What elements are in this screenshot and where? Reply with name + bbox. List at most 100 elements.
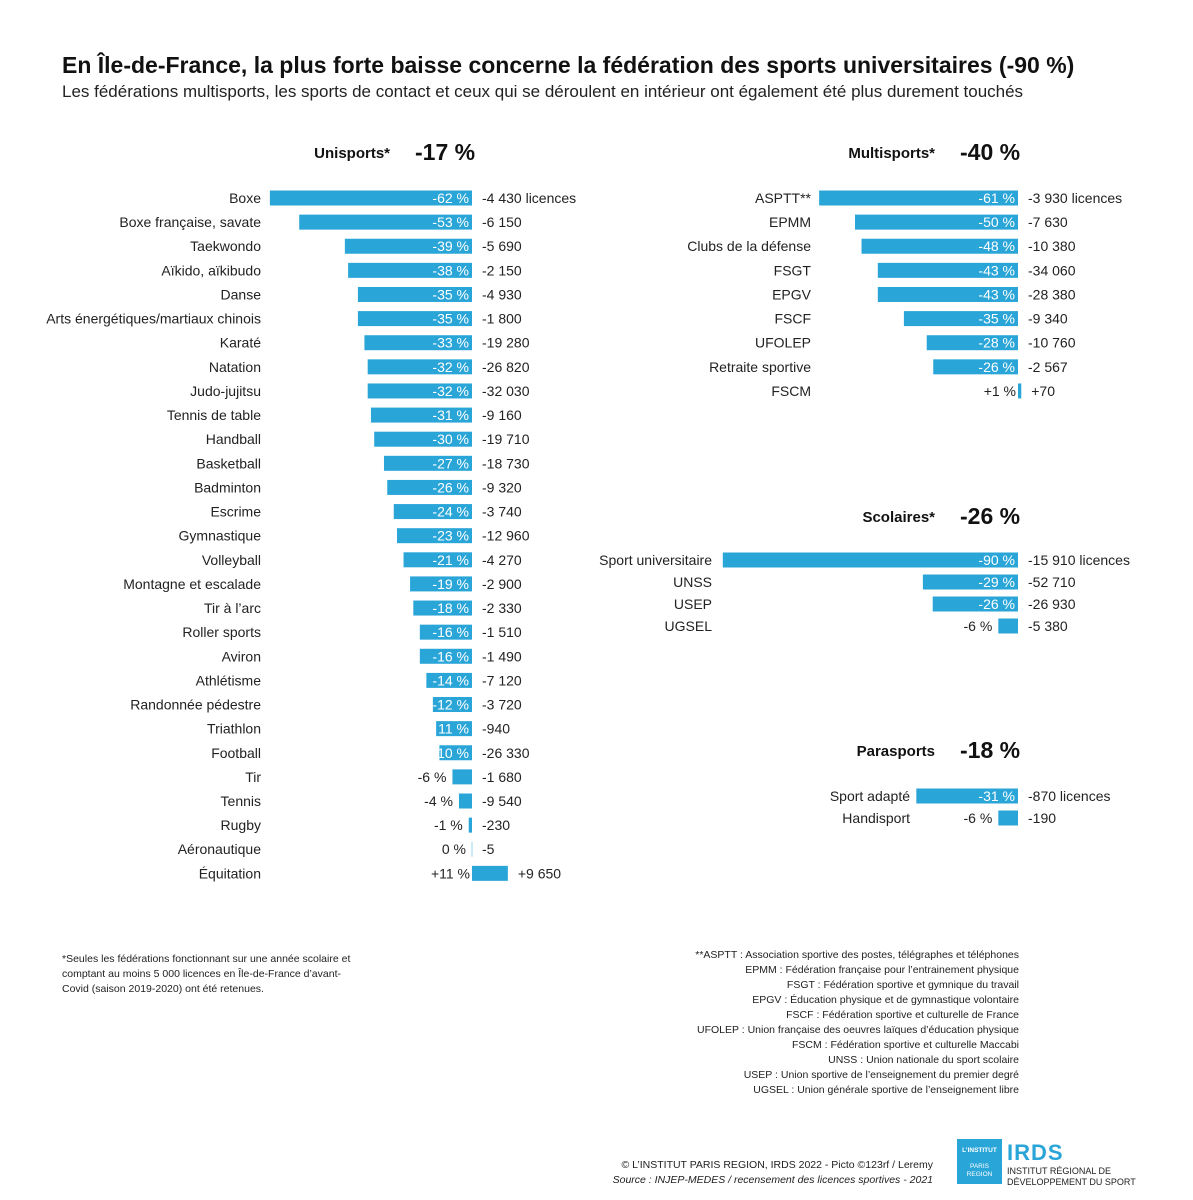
parasports-pct-label: -31 %: [978, 788, 1015, 804]
scolaires-licences-label: -52 710: [1028, 574, 1076, 590]
unisports-licences-label: -1 490: [482, 648, 522, 664]
abbrev-line: FSCF : Fédération sportive et culturelle…: [786, 1009, 1019, 1021]
irds-tagline: INSTITUT RÉGIONAL DE DÉVELOPPEMENT DU SP…: [1007, 1166, 1136, 1187]
unisports-pct-label: -33 %: [432, 335, 469, 351]
logo-box-line2: PARIS REGION: [966, 1163, 993, 1178]
unisports-bar: [269, 190, 472, 206]
unisports-pct-label: -35 %: [432, 286, 469, 302]
unisports-licences-label: -9 160: [482, 407, 522, 423]
unisports-licences-label: -1 680: [482, 769, 522, 785]
multisports-bar: [861, 238, 1018, 254]
unisports-pct-label: -32 %: [432, 359, 469, 375]
unisports-bar: [383, 455, 472, 471]
multisports-licences-label: -10 760: [1028, 335, 1076, 351]
unisports-licences-label: -2 150: [482, 262, 522, 278]
unisports-total-change: -17 %: [415, 139, 475, 165]
unisports-category-label: Triathlon: [207, 721, 261, 737]
parasports-bar: [998, 810, 1018, 826]
multisports-licences-label: -9 340: [1028, 311, 1068, 327]
source-text: Source : INJEP-MEDES / recensement des l…: [612, 1174, 933, 1186]
multisports-bar: [926, 335, 1018, 351]
multisports-category-label: FSGT: [774, 262, 812, 278]
unisports-licences-label: -7 120: [482, 672, 522, 688]
multisports-pct-label: -50 %: [978, 214, 1015, 230]
unisports-bar: [468, 817, 472, 833]
multisports-pct-label: +1 %: [984, 383, 1016, 399]
multisports-panel-title: Multisports*: [848, 145, 935, 162]
scolaires-bar: [922, 574, 1018, 590]
scolaires-bar: [932, 596, 1018, 612]
unisports-licences-label: -4 430 licences: [482, 190, 576, 206]
scolaires-pct-label: -90 %: [978, 552, 1015, 568]
unisports-licences-label: -4 930: [482, 286, 522, 302]
unisports-pct-label: -1 %: [434, 817, 463, 833]
multisports-licences-label: -10 380: [1028, 238, 1076, 254]
multisports-licences-label: -3 930 licences: [1028, 190, 1122, 206]
unisports-licences-label: -4 270: [482, 552, 522, 568]
multisports-bar: [855, 214, 1018, 230]
page-subtitle: Les fédérations multisports, les sports …: [62, 82, 1024, 101]
unisports-pct-label: -35 %: [432, 311, 469, 327]
credit-block: © L’INSTITUT PARIS REGION, IRDS 2022 - P…: [613, 1158, 933, 1188]
scolaires-category-label: Sport universitaire: [599, 552, 712, 568]
multisports-pct-label: -28 %: [978, 335, 1015, 351]
unisports-pct-label: -39 %: [432, 238, 469, 254]
unisports-pct-label: -12 %: [432, 697, 469, 713]
unisports-pct-label: -53 %: [432, 214, 469, 230]
scolaires-licences-label: -15 910 licences: [1028, 552, 1130, 568]
unisports-bar: [432, 697, 472, 713]
unisports-category-label: Randonnée pédestre: [130, 697, 261, 713]
multisports-bar: [933, 359, 1018, 375]
unisports-licences-label: -3 720: [482, 697, 522, 713]
scolaires-category-label: UNSS: [673, 574, 712, 590]
footnote-abbreviations: **ASPTT : Association sportive des poste…: [695, 948, 1019, 1098]
abbrev-line: **ASPTT : Association sportive des poste…: [695, 949, 1019, 961]
unisports-pct-label: -30 %: [432, 431, 469, 447]
multisports-pct-label: -26 %: [978, 359, 1015, 375]
abbrev-line: UFOLEP : Union française des oeuvres laï…: [697, 1024, 1019, 1036]
multisports-bar: [877, 286, 1018, 302]
unisports-category-label: Escrime: [210, 504, 261, 520]
unisports-category-label: Football: [211, 745, 261, 761]
multisports-category-label: FSCM: [771, 383, 811, 399]
unisports-pct-label: -24 %: [432, 504, 469, 520]
unisports-bar: [413, 600, 472, 616]
unisports-licences-label: -9 320: [482, 479, 522, 495]
unisports-bar: [370, 407, 472, 423]
unisports-licences-label: -1 510: [482, 624, 522, 640]
footnote-criteria: *Seules les fédérations fonctionnant sur…: [62, 953, 351, 995]
parasports-category-label: Sport adapté: [830, 788, 910, 804]
abbrev-line: USEP : Union sportive de l’enseignement …: [743, 1069, 1019, 1081]
abbrev-line: UGSEL : Union générale sportive de l’ens…: [753, 1084, 1019, 1096]
unisports-bar: [364, 335, 472, 351]
unisports-category-label: Natation: [209, 359, 261, 375]
unisports-pct-label: -18 %: [432, 600, 469, 616]
institut-paris-region-logo: L’INSTITUT PARIS REGION: [957, 1139, 1002, 1184]
unisports-category-label: Équitation: [199, 865, 261, 881]
scolaires-panel-title: Scolaires*: [862, 509, 935, 526]
parasports-licences-label: -190: [1028, 810, 1056, 826]
unisports-pct-label: -4 %: [424, 793, 453, 809]
scolaires-bar: [722, 552, 1018, 568]
multisports-licences-label: -7 630: [1028, 214, 1068, 230]
unisports-category-label: Arts énergétiques/martiaux chinois: [46, 311, 261, 327]
unisports-licences-label: -18 730: [482, 455, 530, 471]
unisports-pct-label: -16 %: [432, 648, 469, 664]
multisports-category-label: Clubs de la défense: [687, 238, 811, 254]
parasports-panel-title: Parasports: [857, 743, 935, 760]
parasports-category-label: Handisport: [842, 810, 910, 826]
unisports-bar: [299, 214, 472, 230]
unisports-category-label: Aéronautique: [178, 841, 262, 857]
unisports-pct-label: -32 %: [432, 383, 469, 399]
abbrev-line: FSCM : Fédération sportive et culturelle…: [791, 1039, 1019, 1051]
unisports-bar: [348, 262, 472, 278]
unisports-bar: [374, 431, 472, 447]
scolaires-pct-label: -6 %: [964, 618, 993, 634]
unisports-bar: [458, 793, 472, 809]
unisports-licences-label: -19 710: [482, 431, 530, 447]
unisports-pct-label: -14 %: [432, 672, 469, 688]
unisports-category-label: Aïkido, aïkibudo: [161, 262, 261, 278]
unisports-pct-label: -19 %: [432, 576, 469, 592]
unisports-pct-label: -26 %: [432, 479, 469, 495]
unisports-category-label: Danse: [221, 286, 262, 302]
